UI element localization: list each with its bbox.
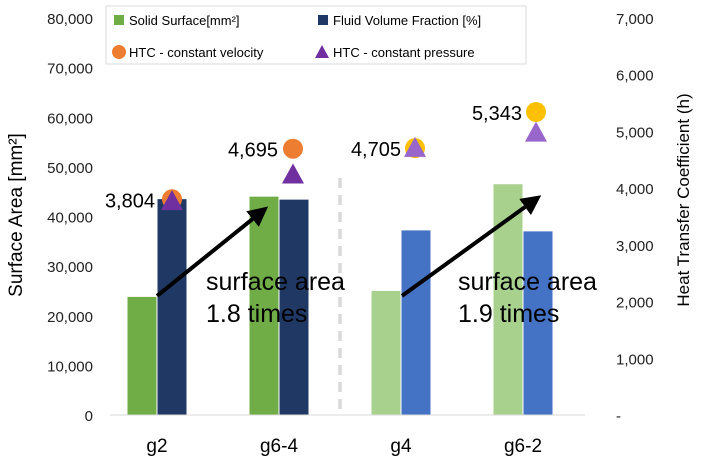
- bar: [401, 230, 431, 415]
- annotations: surface area 1.8 times surface area 1.9 tim…: [206, 268, 597, 328]
- bar: [157, 199, 187, 415]
- category-axis-ticks: g2 g6-4 g4 g6-2: [146, 436, 542, 457]
- bar: [249, 196, 279, 415]
- x-tick-label: g4: [390, 436, 412, 457]
- y2-axis-label: Heat Transfer Coefficient (h): [674, 93, 693, 306]
- y-tick-label: 20,000: [47, 309, 93, 326]
- legend: Solid Surface[mm²] Fluid Volume Fraction …: [105, 5, 527, 65]
- marker-circle: [526, 101, 546, 122]
- y-tick-label: 50,000: [47, 160, 93, 177]
- y2-tick-label: 1,000: [616, 351, 654, 368]
- legend-box: [105, 5, 527, 65]
- legend-marker-pressure: [315, 45, 329, 58]
- y2-tick-label: 6,000: [616, 68, 654, 85]
- legend-swatch-fluid: [318, 15, 328, 25]
- y2-tick-label: 3,000: [616, 238, 654, 255]
- legend-label-fluid: Fluid Volume Fraction [%]: [333, 13, 481, 28]
- y-tick-label: 0: [85, 408, 93, 425]
- data-label: 3,804: [105, 190, 155, 212]
- legend-label-solid: Solid Surface[mm²]: [129, 13, 240, 28]
- marker-triangle: [161, 190, 183, 211]
- y-tick-label: 60,000: [47, 110, 93, 127]
- marker-triangle: [282, 163, 304, 184]
- annotation-line-1: surface area: [206, 268, 345, 296]
- marker-triangle: [525, 121, 547, 142]
- bar: [371, 290, 401, 415]
- bar: [493, 184, 523, 415]
- legend-label-velocity: HTC - constant velocity: [129, 45, 264, 60]
- annotation-line-1: surface area: [458, 268, 597, 296]
- y2-tick-label: 4,000: [616, 181, 654, 198]
- arrows: [155, 195, 542, 298]
- x-tick-label: g6-4: [260, 436, 298, 457]
- y-axis-label: Surface Area [mm²]: [6, 133, 27, 297]
- y2-tick-label: 2,000: [616, 295, 654, 312]
- bar: [127, 296, 157, 415]
- annotation-line-2: 1.9 times: [458, 300, 559, 328]
- data-label: 4,695: [228, 140, 278, 162]
- bars: [110, 184, 585, 416]
- y2-tick-label: -: [616, 408, 621, 425]
- legend-label-pressure: HTC - constant pressure: [333, 45, 475, 60]
- bar: [523, 231, 553, 415]
- legend-marker-velocity: [112, 45, 126, 59]
- x-tick-label: g6-2: [504, 436, 542, 457]
- marker-triangle: [404, 136, 426, 157]
- annotation-line-2: 1.8 times: [206, 300, 307, 328]
- y2-tick-label: 5,000: [616, 124, 654, 141]
- y-tick-label: 10,000: [47, 358, 93, 375]
- marker-circle: [283, 138, 303, 159]
- y-tick-label: 30,000: [47, 259, 93, 276]
- arrow: [400, 195, 542, 298]
- right-axis-ticks: - 1,000 2,000 3,000 4,000 5,000 6,000 7,000: [616, 11, 654, 425]
- y2-tick-label: 7,000: [616, 11, 654, 28]
- markers: [161, 101, 547, 211]
- x-tick-label: g2: [146, 436, 167, 457]
- bar: [279, 199, 309, 415]
- legend-swatch-solid: [114, 15, 124, 25]
- left-axis-ticks: 0 10,000 20,000 30,000 40,000 50,000 60,000 70,…: [47, 11, 93, 425]
- data-label: 5,343: [472, 103, 522, 125]
- y-tick-label: 70,000: [47, 61, 93, 78]
- data-label: 4,705: [351, 139, 401, 161]
- data-labels: 3,804 4,695 4,705 5,343: [105, 103, 522, 212]
- y-tick-label: 80,000: [47, 11, 93, 28]
- y-tick-label: 40,000: [47, 210, 93, 227]
- arrow: [155, 206, 269, 298]
